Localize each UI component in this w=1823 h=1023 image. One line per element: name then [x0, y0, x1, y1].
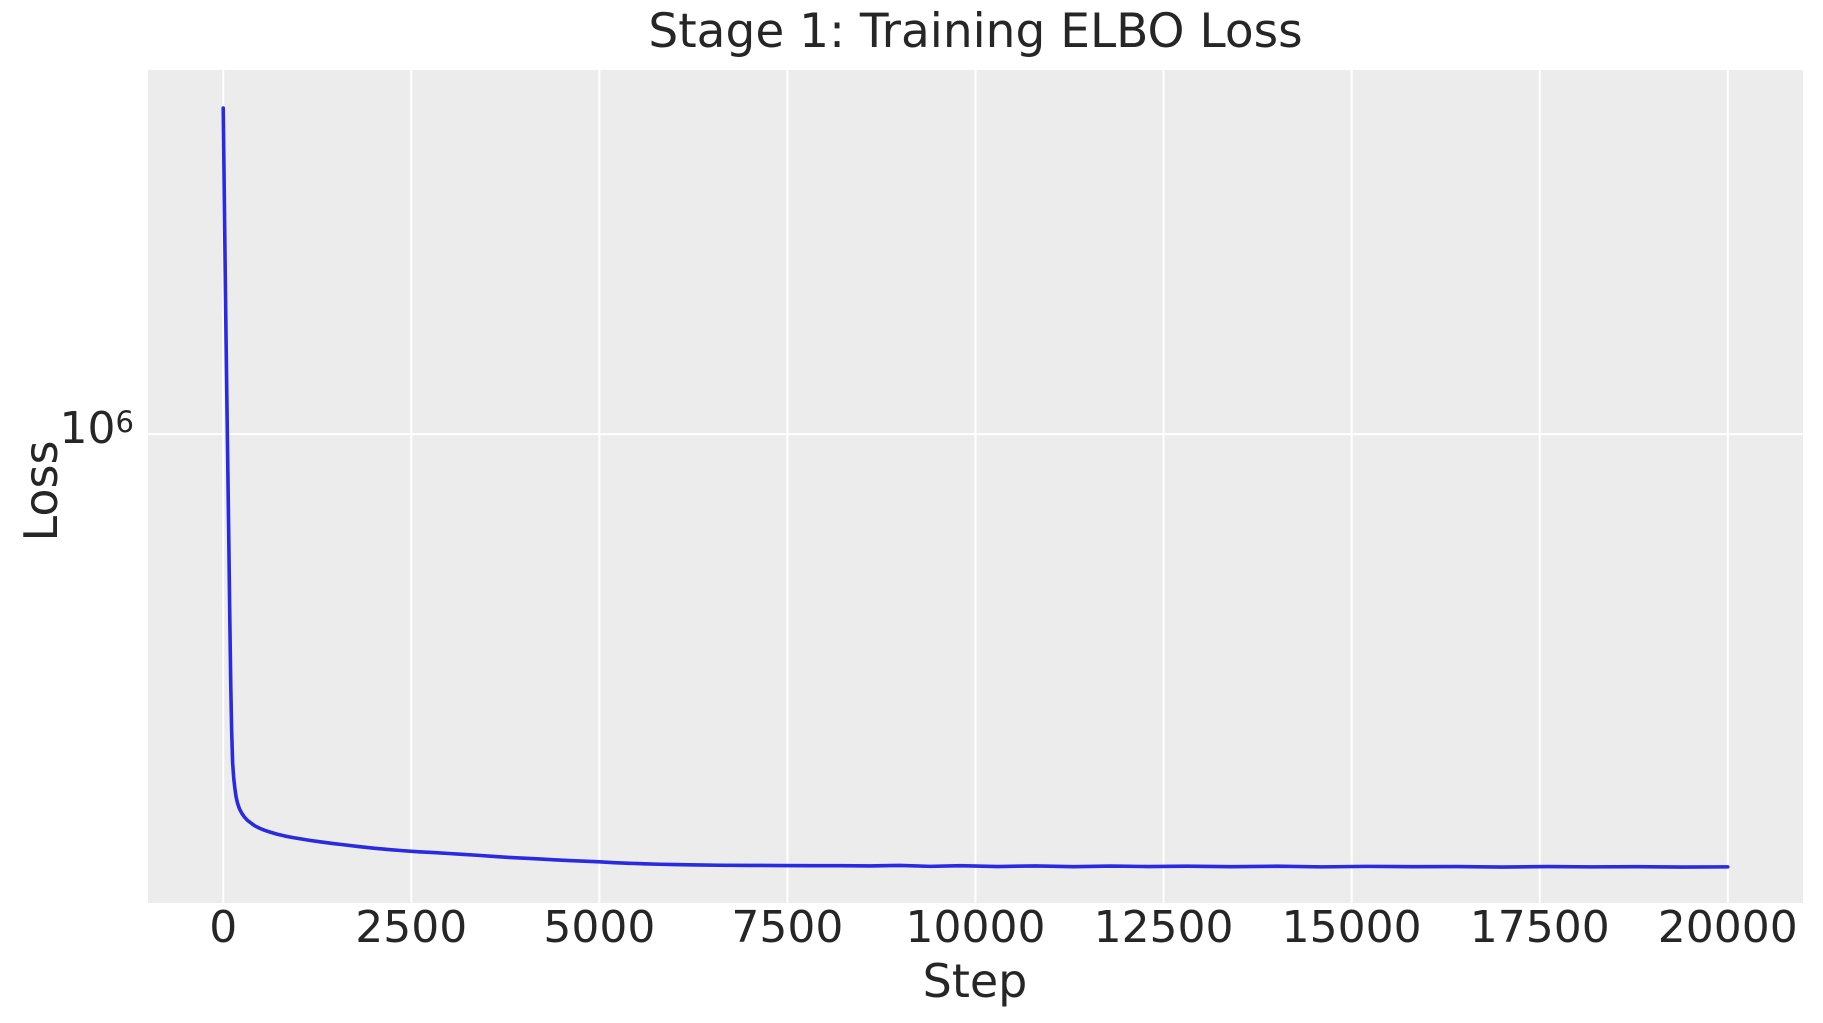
x-tick-label: 2500 — [355, 902, 468, 953]
x-tick-label: 15000 — [1281, 902, 1422, 953]
plot-area — [148, 70, 1803, 903]
x-tick-label: 10000 — [905, 902, 1046, 953]
chart-title: Stage 1: Training ELBO Loss — [648, 4, 1303, 59]
x-tick-label: 17500 — [1469, 902, 1610, 953]
x-tick-label: 0 — [209, 902, 238, 953]
loss-curve-line — [221, 106, 1730, 869]
x-tick-label: 7500 — [731, 902, 844, 953]
y-tick-label: 106 — [59, 403, 134, 454]
x-tick-label: 5000 — [543, 902, 656, 953]
x-tick-label: 20000 — [1657, 902, 1798, 953]
x-axis-label: Step — [922, 954, 1028, 1008]
loss-curve-svg — [148, 70, 1803, 903]
y-axis-label: Loss — [14, 440, 68, 542]
x-tick-label: 12500 — [1093, 902, 1234, 953]
